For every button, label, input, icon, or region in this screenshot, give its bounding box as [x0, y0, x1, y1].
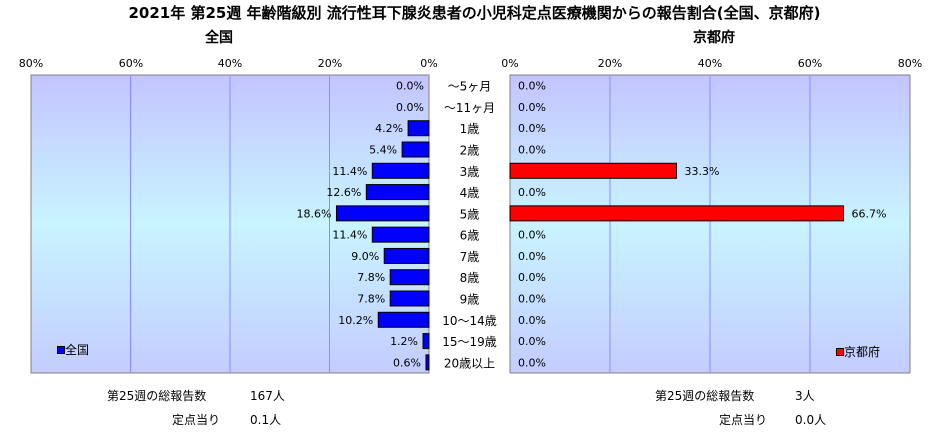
- data-label-kyoto: 0.0%: [518, 80, 546, 93]
- category-label: ～5ヶ月: [448, 80, 492, 94]
- bar-national: [365, 184, 430, 201]
- data-label-national: 9.0%: [351, 250, 379, 263]
- national-per-value: 0.1人: [250, 413, 282, 427]
- data-label-kyoto: 0.0%: [518, 122, 546, 135]
- kyoto-per-value: 0.0人: [795, 413, 827, 427]
- data-label-kyoto: 0.0%: [518, 271, 546, 284]
- data-label-national: 11.4%: [332, 165, 367, 178]
- bar-national: [383, 247, 430, 264]
- category-label: 9歳: [460, 293, 480, 307]
- data-label-kyoto: 0.0%: [518, 293, 546, 306]
- tick-left-20: 20%: [317, 57, 343, 70]
- data-label-kyoto: 0.0%: [518, 186, 546, 199]
- data-label-kyoto: 0.0%: [518, 144, 546, 157]
- bar-national: [422, 333, 430, 350]
- category-label: 4歳: [460, 186, 480, 200]
- category-label: 3歳: [460, 165, 480, 179]
- category-label: 15～19歳: [442, 335, 497, 349]
- data-label-national: 18.6%: [297, 207, 332, 220]
- national-per-label: 定点当り: [172, 413, 221, 427]
- kyoto-per-label: 定点当り: [719, 413, 768, 427]
- bar-national: [407, 120, 430, 137]
- category-label: 6歳: [460, 229, 480, 243]
- data-label-kyoto: 0.0%: [518, 314, 546, 327]
- legend-label-national: 全国: [65, 343, 90, 357]
- panel-title-kyoto: 京都府: [693, 30, 735, 46]
- legend-swatch-national: [57, 346, 65, 354]
- data-label-kyoto: 0.0%: [518, 356, 546, 369]
- data-label-national: 11.4%: [332, 229, 367, 242]
- data-label-kyoto: 0.0%: [518, 335, 546, 348]
- chart-title: 2021年 第25週 年齢階級別 流行性耳下腺炎患者の小児科定点医療機関からの報…: [128, 4, 821, 22]
- data-label-national: 7.8%: [357, 293, 385, 306]
- bar-kyoto: [509, 162, 677, 179]
- category-label: ～11ヶ月: [444, 101, 495, 115]
- bar-national: [389, 290, 430, 307]
- bar-national: [377, 311, 430, 328]
- national-total-value: 167人: [250, 389, 285, 403]
- tick-right-20: 20%: [597, 57, 623, 70]
- tick-right-40: 40%: [697, 57, 723, 70]
- tick-right-60: 60%: [797, 57, 823, 70]
- bar-national: [335, 205, 430, 222]
- category-label: 5歳: [460, 207, 480, 221]
- data-label-kyoto: 66.7%: [852, 207, 887, 220]
- category-label: 2歳: [460, 144, 480, 158]
- national-total-label: 第25週の総報告数: [107, 389, 207, 403]
- tick-right-80: 80%: [897, 57, 923, 70]
- bar-national: [371, 226, 430, 243]
- data-label-kyoto: 0.0%: [518, 229, 546, 242]
- tick-left-80: 80%: [18, 57, 44, 70]
- data-label-kyoto: 0.0%: [518, 250, 546, 263]
- data-label-national: 7.8%: [357, 271, 385, 284]
- kyoto-total-value: 3人: [795, 389, 815, 403]
- category-label: 8歳: [460, 271, 480, 285]
- tick-left-60: 60%: [118, 57, 144, 70]
- data-label-national: 10.2%: [338, 314, 373, 327]
- kyoto-total-label: 第25週の総報告数: [655, 389, 755, 403]
- tick-left-0: 0%: [420, 57, 438, 70]
- category-label: 20歳以上: [444, 356, 495, 370]
- bar-national: [425, 354, 430, 371]
- tick-left-40: 40%: [217, 57, 243, 70]
- data-label-national: 4.2%: [375, 122, 403, 135]
- data-label-national: 0.0%: [396, 101, 424, 114]
- data-label-national: 12.6%: [326, 186, 361, 199]
- data-label-national: 0.0%: [396, 80, 424, 93]
- data-label-national: 0.6%: [393, 356, 421, 369]
- data-label-national: 1.2%: [390, 335, 418, 348]
- data-label-national: 5.4%: [369, 144, 397, 157]
- legend-label-kyoto: 京都府: [844, 345, 881, 359]
- category-label: 1歳: [460, 122, 480, 136]
- bar-national: [401, 141, 430, 158]
- bar-kyoto: [509, 205, 844, 222]
- legend-swatch-kyoto: [836, 348, 844, 356]
- data-label-kyoto: 0.0%: [518, 101, 546, 114]
- category-label: 7歳: [460, 250, 480, 264]
- bar-national: [371, 162, 430, 179]
- tick-right-0: 0%: [501, 57, 519, 70]
- data-label-kyoto: 33.3%: [685, 165, 720, 178]
- bar-national: [389, 269, 430, 286]
- panel-title-national: 全国: [205, 30, 233, 46]
- category-label: 10～14歳: [442, 314, 497, 328]
